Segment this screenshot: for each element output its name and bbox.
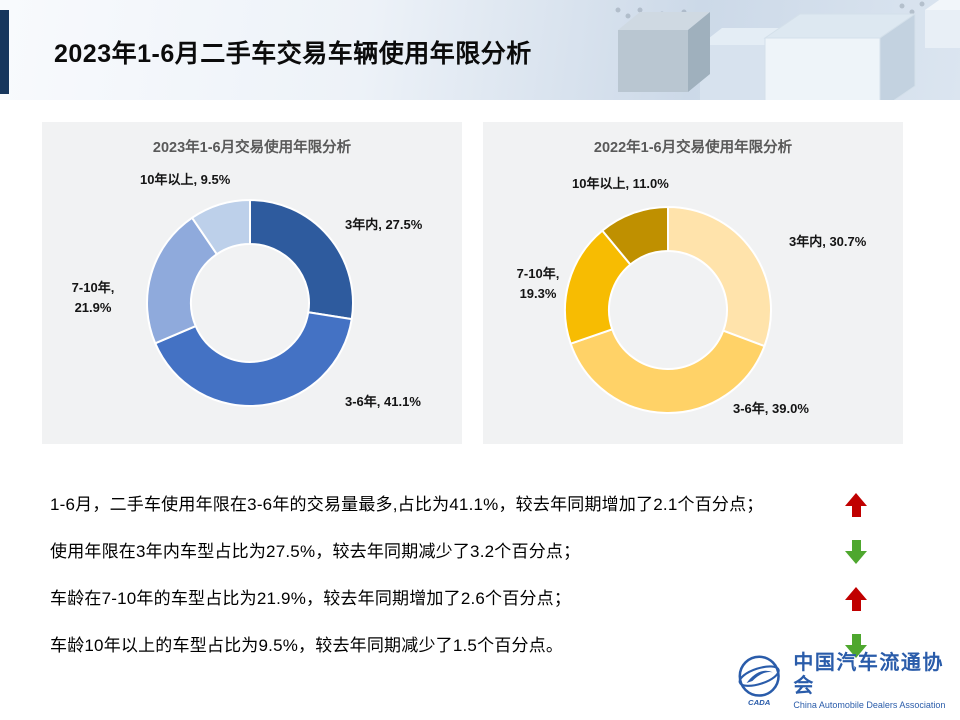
increase-arrow-icon: [844, 587, 868, 611]
analysis-line-2-text: 使用年限在3年内车型占比为27.5%，较去年同期减少了3.2个百分点；: [50, 542, 581, 562]
header-banner: 2023年1-6月二手车交易车辆使用年限分析: [0, 0, 960, 100]
cada-logo-icon: CADA: [738, 655, 780, 707]
donut-segment-1: [667, 206, 772, 348]
analysis-line-1: 1-6月，二手车使用年限在3-6年的交易量最多,占比为41.1%，较去年同期增加…: [50, 490, 868, 520]
label-3-6-years: 3-6年, 41.1%: [345, 394, 421, 409]
cube-small: [925, 0, 960, 48]
donut-segment-4: [601, 206, 669, 266]
cube-gray: [618, 12, 710, 92]
donut-segment-4: [191, 199, 251, 256]
decorative-cubes: [615, 0, 960, 100]
decrease-arrow-icon: [844, 540, 868, 564]
cube-white: [763, 13, 917, 100]
analysis-line-2: 使用年限在3年内车型占比为27.5%，较去年同期减少了3.2个百分点；: [50, 537, 868, 567]
analysis-line-1-text: 1-6月，二手车使用年限在3-6年的交易量最多,占比为41.1%，较去年同期增加…: [50, 495, 764, 515]
chart-title-2022: 2022年1-6月交易使用年限分析: [593, 140, 793, 156]
organization-name: 中国汽车流通协会 China Automobile Dealers Associ…: [793, 652, 960, 710]
analysis-line-3-text: 车龄在7-10年的车型占比为21.9%，较去年同期增加了2.6个百分点；: [50, 589, 572, 609]
donut-segment-2: [154, 311, 353, 407]
label-under-3-years: 3年内, 27.5%: [345, 217, 423, 232]
organization-name-en: China Automobile Dealers Association: [793, 700, 946, 710]
organization-logo: CADA 中国汽车流通协会 China Automobile Dealers A…: [733, 652, 960, 710]
chart-panel-2023: 2023年1-6月交易使用年限分析 10年以上, 9.5% 3年内, 27.5%…: [42, 122, 462, 444]
donut-segment-2: [569, 328, 766, 414]
label-7-10-years: 7-10年, 21.9%: [71, 280, 115, 316]
label-3-6-years: 3-6年, 39.0%: [733, 401, 809, 416]
label-over-10-years: 10年以上, 9.5%: [140, 172, 231, 187]
analysis-line-3: 车龄在7-10年的车型占比为21.9%，较去年同期增加了2.6个百分点；: [50, 584, 868, 614]
organization-name-cn: 中国汽车流通协会: [793, 652, 944, 697]
chart-panel-2022: 2022年1-6月交易使用年限分析 10年以上, 11.0% 3年内, 30.7…: [483, 122, 903, 444]
label-over-10-years: 10年以上, 11.0%: [572, 176, 669, 191]
increase-arrow-icon: [844, 493, 868, 517]
label-under-3-years: 3年内, 30.7%: [789, 234, 867, 249]
page-title: 2023年1-6月二手车交易车辆使用年限分析: [54, 40, 532, 68]
donut-chart-2023: [146, 199, 354, 407]
donut-segment-1: [249, 199, 354, 321]
analysis-line-4-text: 车龄10年以上的车型占比为9.5%，较去年同期减少了1.5个百分点。: [50, 636, 564, 656]
cada-acronym: CADA: [748, 698, 771, 707]
label-7-10-years: 7-10年, 19.3%: [516, 266, 560, 302]
decrease-arrow-icon: [844, 634, 868, 658]
donut-chart-2022: [564, 206, 772, 414]
analysis-text-block: 1-6月，二手车使用年限在3-6年的交易量最多,占比为41.1%，较去年同期增加…: [50, 490, 868, 678]
analysis-line-4: 车龄10年以上的车型占比为9.5%，较去年同期减少了1.5个百分点。: [50, 631, 868, 661]
chart-title-2023: 2023年1-6月交易使用年限分析: [152, 140, 352, 156]
title-accent-bar: [0, 10, 9, 94]
